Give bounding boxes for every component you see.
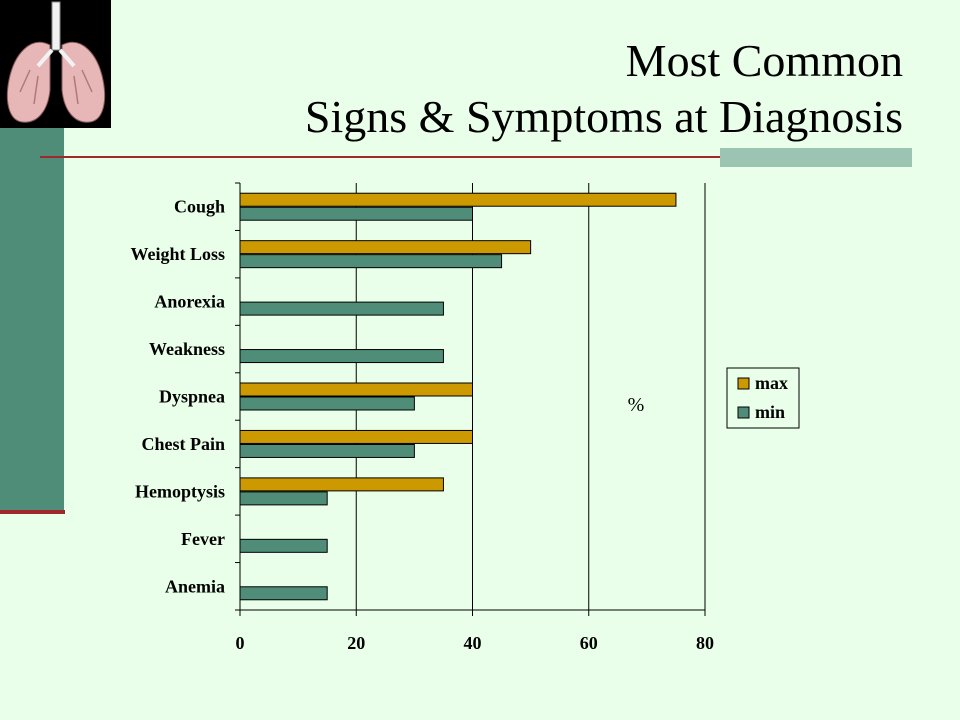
bar-min-anemia (239, 586, 328, 601)
x-tick-label: 40 (464, 633, 482, 653)
labels: 0 20 40 60 80 Cough Weight Loss Anorexia Weaknes… (130, 197, 714, 653)
legend-swatch-min (737, 406, 750, 419)
x-tick-label: 20 (347, 633, 365, 653)
category-label: Weight Loss (130, 244, 225, 264)
x-tick-label: 0 (236, 633, 245, 653)
lungs-icon (0, 0, 111, 128)
unit-label: % (628, 394, 645, 416)
bar-min-hemoptysis (239, 491, 328, 506)
bar-min-weakness (239, 349, 444, 364)
axes (235, 182, 706, 616)
decorative-strip (0, 128, 64, 511)
title-line-1: Most Common (625, 35, 903, 86)
category-label: Fever (181, 529, 225, 549)
title-divider (40, 156, 912, 158)
decorative-rule (0, 510, 65, 514)
category-label: Anorexia (154, 292, 225, 312)
bar-max-hemoptysis (239, 477, 444, 492)
category-label: Dyspnea (159, 387, 225, 407)
x-tick-label: 80 (696, 633, 714, 653)
category-label: Chest Pain (141, 434, 225, 454)
title-accent-bar (720, 148, 912, 167)
category-label: Hemoptysis (135, 481, 225, 501)
category-label: Cough (174, 197, 225, 217)
legend-label-max: max (755, 373, 788, 393)
chart-legend: max min (726, 367, 800, 429)
x-tick-label: 60 (580, 633, 598, 653)
bar-min-chest-pain (239, 443, 415, 458)
bar-min-dyspnea (239, 396, 415, 411)
bar-min-fever (239, 538, 328, 553)
bars (239, 192, 677, 601)
bar-min-anorexia (239, 301, 444, 316)
bar-max-cough (239, 192, 677, 207)
title-line-2: Signs & Symptoms at Diagnosis (304, 91, 903, 142)
category-label: Anemia (165, 576, 225, 596)
bar-max-chest-pain (239, 429, 473, 444)
bar-max-weight-loss (239, 240, 532, 255)
slide-title: Most Common Signs & Symptoms at Diagnosi… (120, 33, 903, 145)
bar-min-weight-loss (239, 254, 503, 269)
legend-swatch-max (737, 377, 750, 390)
bar-min-cough (239, 206, 473, 221)
legend-label-min: min (755, 402, 785, 422)
bar-max-dyspnea (239, 382, 473, 397)
category-label: Weakness (149, 339, 225, 359)
lungs-illustration (0, 0, 111, 128)
